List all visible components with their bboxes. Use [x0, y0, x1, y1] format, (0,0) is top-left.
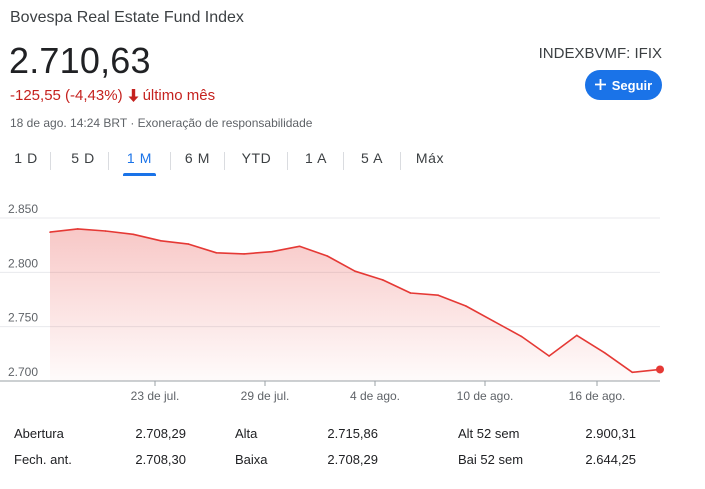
data-point [187, 243, 190, 245]
data-point [132, 233, 134, 236]
tab-ytd[interactable]: YTD [241, 150, 272, 166]
data-point [548, 355, 550, 357]
x-tick-label: 23 de jul. [131, 389, 180, 403]
data-point [465, 305, 467, 307]
stat-label-fech-ant: Fech. ant. [14, 452, 72, 467]
stat-value-fech-ant: 2.708,30 [135, 452, 186, 467]
data-point [326, 255, 329, 257]
tab-max[interactable]: Máx [415, 150, 445, 166]
stat-label-alta: Alta [235, 426, 258, 441]
stat-label-abertura: Abertura [14, 426, 64, 441]
tab-divider [50, 152, 51, 170]
tab-5d[interactable]: 5 D [71, 150, 95, 166]
stat-label-bai52: Bai 52 sem [458, 452, 524, 467]
current-price: 2.710,63 [9, 40, 151, 81]
last-point-marker [656, 365, 664, 374]
data-point [576, 334, 578, 337]
x-tick-label: 29 de jul. [241, 389, 290, 403]
index-title: Bovespa Real Estate Fund Index [10, 9, 244, 26]
price-chart[interactable]: 2.850 2.800 2.750 2.700 23 de jul. 29 de jul.… [0, 200, 705, 410]
data-point [49, 231, 51, 233]
stat-label-baixa: Baixa [235, 452, 268, 467]
tab-divider [108, 152, 109, 170]
follow-label: Seguir [611, 77, 653, 93]
stat-value-alt52: 2.900,31 [585, 426, 636, 441]
data-point [271, 250, 273, 253]
data-point [298, 245, 301, 248]
x-tick-label: 16 de ago. [569, 389, 626, 403]
data-point [603, 351, 606, 354]
plus-icon [594, 78, 606, 93]
data-point [243, 253, 245, 255]
tab-1a[interactable]: 1 A [304, 150, 328, 166]
tab-5a[interactable]: 5 A [360, 150, 384, 166]
area-fill [50, 228, 660, 381]
x-tick-label: 4 de ago. [350, 389, 400, 403]
tab-divider [343, 152, 344, 170]
data-point [381, 279, 384, 281]
tab-6m[interactable]: 6 M [184, 150, 211, 166]
data-point [437, 294, 439, 296]
arrow-down-icon [128, 89, 139, 102]
tab-1m[interactable]: 1 M [123, 150, 156, 176]
price-change: -125,55 (-4,43%) último mês [10, 87, 215, 104]
x-tick-label: 10 de ago. [457, 389, 514, 403]
y-tick-label: 2.700 [8, 365, 38, 379]
data-point [520, 335, 523, 338]
stat-value-bai52: 2.644,25 [585, 452, 636, 467]
change-period: último mês [142, 87, 216, 104]
data-point [160, 240, 162, 242]
data-point [354, 270, 356, 273]
y-tick-label: 2.800 [8, 256, 38, 270]
data-point [409, 292, 412, 294]
timestamp-disclaimer[interactable]: 18 de ago. 14:24 BRT · Exoneração de res… [10, 116, 313, 130]
tab-divider [170, 152, 171, 170]
ticker-symbol: INDEXBVMF: IFIX [538, 45, 662, 62]
y-tick-label: 2.750 [8, 311, 38, 325]
tab-1d[interactable]: 1 D [14, 150, 38, 166]
change-value: -125,55 (-4,43%) [10, 87, 123, 104]
y-tick-label: 2.850 [8, 202, 38, 216]
data-point [76, 228, 79, 230]
stat-label-alt52: Alt 52 sem [458, 426, 520, 441]
data-point [631, 371, 634, 374]
tab-divider [400, 152, 401, 170]
data-point [492, 320, 495, 323]
stat-value-baixa: 2.708,29 [327, 452, 378, 467]
tab-divider [224, 152, 225, 170]
tab-divider [287, 152, 288, 170]
data-point [215, 251, 218, 254]
stat-value-abertura: 2.708,29 [135, 426, 186, 441]
follow-button[interactable]: Seguir [585, 70, 662, 100]
stat-value-alta: 2.715,86 [327, 426, 378, 441]
data-point [104, 230, 107, 232]
